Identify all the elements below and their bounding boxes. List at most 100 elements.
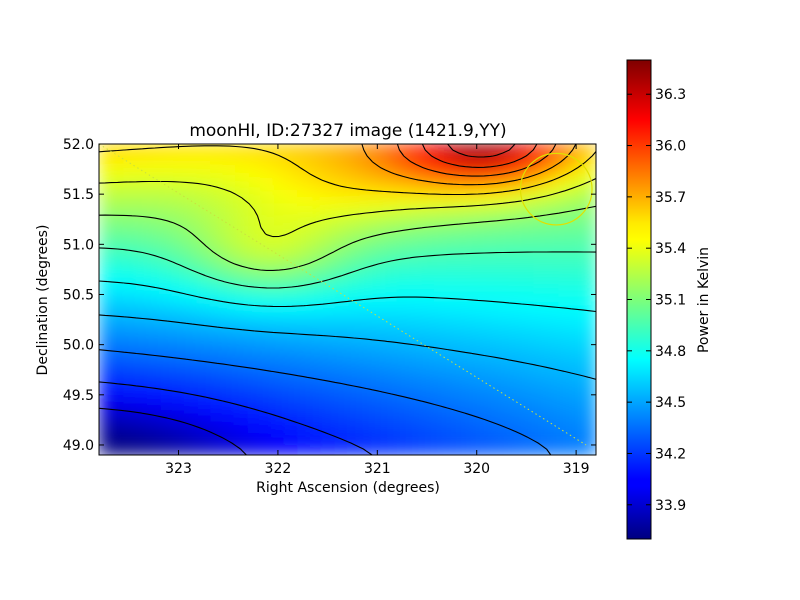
heatmap-cell bbox=[110, 275, 125, 289]
heatmap-cell bbox=[148, 287, 163, 301]
heatmap-cell bbox=[384, 418, 399, 433]
heatmap-cell bbox=[99, 430, 113, 445]
heatmap-cell bbox=[197, 346, 212, 361]
heatmap-cell bbox=[123, 442, 138, 455]
heatmap-cell bbox=[197, 406, 212, 421]
heatmap-cell bbox=[545, 155, 560, 169]
heatmap-cell bbox=[570, 275, 585, 289]
heatmap-cell bbox=[322, 203, 337, 217]
heatmap-cell bbox=[483, 430, 498, 445]
heatmap-cell bbox=[322, 442, 337, 455]
heatmap-cell bbox=[123, 215, 138, 229]
heatmap-cell bbox=[148, 406, 163, 421]
heatmap-cell bbox=[533, 263, 548, 277]
heatmap-cell bbox=[433, 370, 448, 385]
heatmap-cell bbox=[483, 179, 498, 193]
heatmap-cell bbox=[371, 322, 386, 337]
heatmap-cell bbox=[583, 275, 596, 289]
heatmap-cell bbox=[520, 263, 535, 277]
heatmap-cell bbox=[496, 299, 511, 313]
heatmap-cell bbox=[260, 191, 274, 205]
heatmap-cell bbox=[235, 430, 250, 445]
heatmap-cell bbox=[110, 167, 125, 181]
heatmap-cell bbox=[520, 406, 535, 421]
heatmap-cell bbox=[322, 382, 337, 397]
heatmap-cell bbox=[309, 155, 324, 169]
heatmap-cell bbox=[260, 167, 274, 181]
heatmap-cell bbox=[446, 322, 461, 337]
heatmap-cell bbox=[545, 299, 560, 313]
heatmap-cell bbox=[558, 287, 573, 301]
heatmap-cell bbox=[334, 275, 349, 289]
heatmap-cell bbox=[458, 227, 473, 241]
heatmap-cell bbox=[583, 346, 596, 361]
heatmap-cell bbox=[185, 275, 200, 289]
contour-line bbox=[99, 407, 247, 455]
heatmap-cell bbox=[496, 239, 511, 253]
heatmap-cell bbox=[160, 430, 175, 445]
heatmap-cell bbox=[508, 334, 523, 349]
heatmap-cell bbox=[384, 442, 399, 455]
heatmap-cell bbox=[197, 442, 212, 455]
heatmap-cell bbox=[334, 167, 349, 181]
heatmap-cell bbox=[396, 179, 411, 193]
heatmap-cell bbox=[359, 215, 374, 229]
heatmap-cell bbox=[583, 287, 596, 301]
heatmap-cell bbox=[99, 310, 113, 325]
heatmap-cell bbox=[371, 239, 386, 253]
heatmap-cell bbox=[409, 430, 424, 445]
heatmap-cell bbox=[508, 382, 523, 397]
heatmap-cell bbox=[508, 203, 523, 217]
heatmap-cell bbox=[197, 215, 212, 229]
heatmap-cell bbox=[148, 442, 163, 455]
heatmap-cell bbox=[347, 275, 361, 289]
heatmap-cell bbox=[384, 275, 399, 289]
x-tick-label: 319 bbox=[563, 461, 590, 477]
heatmap-cell bbox=[148, 358, 163, 373]
heatmap-cell bbox=[347, 179, 361, 193]
heatmap-cell bbox=[272, 430, 287, 445]
heatmap-cell bbox=[99, 322, 113, 337]
heatmap-cell bbox=[260, 275, 274, 289]
heatmap-cell bbox=[322, 287, 337, 301]
heatmap-cell bbox=[384, 299, 399, 313]
heatmap-cell bbox=[148, 394, 163, 409]
heatmap-cell bbox=[583, 191, 596, 205]
heatmap-cell bbox=[247, 310, 262, 325]
heatmap-cell bbox=[520, 394, 535, 409]
heatmap-cell bbox=[272, 251, 287, 265]
heatmap-cell bbox=[433, 322, 448, 337]
heatmap-cell bbox=[483, 203, 498, 217]
heatmap-cell bbox=[247, 263, 262, 277]
heatmap-cell bbox=[520, 179, 535, 193]
heatmap-cell bbox=[197, 263, 212, 277]
heatmap-cell bbox=[483, 275, 498, 289]
heatmap-cell bbox=[272, 215, 287, 229]
heatmap-cell bbox=[272, 334, 287, 349]
heatmap-cell bbox=[197, 310, 212, 325]
heatmap-cell bbox=[272, 418, 287, 433]
heatmap-cell bbox=[545, 167, 560, 181]
heatmap-cell bbox=[371, 167, 386, 181]
heatmap-cell bbox=[508, 430, 523, 445]
heatmap-cell bbox=[123, 227, 138, 241]
heatmap-cell bbox=[483, 358, 498, 373]
heatmap-cell bbox=[173, 144, 187, 157]
heatmap-cell bbox=[458, 239, 473, 253]
heatmap-cell bbox=[545, 346, 560, 361]
heatmap-cell bbox=[433, 227, 448, 241]
heatmap-cell bbox=[533, 227, 548, 241]
heatmap-cell bbox=[533, 418, 548, 433]
heatmap-cell bbox=[545, 442, 560, 455]
heatmap-cell bbox=[210, 382, 225, 397]
heatmap-cell bbox=[222, 239, 237, 253]
heatmap-cell bbox=[99, 203, 113, 217]
heatmap-cell bbox=[496, 382, 511, 397]
heatmap-cell bbox=[272, 227, 287, 241]
heatmap-cell bbox=[260, 358, 274, 373]
heatmap-cell bbox=[409, 358, 424, 373]
heatmap-cell bbox=[284, 442, 299, 455]
heatmap-cell bbox=[347, 382, 361, 397]
heatmap-cell bbox=[235, 418, 250, 433]
heatmap-cell bbox=[297, 227, 312, 241]
